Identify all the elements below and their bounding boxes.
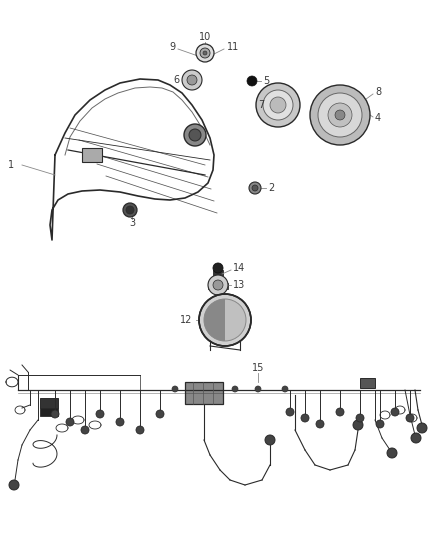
Circle shape [123, 203, 137, 217]
Circle shape [51, 410, 59, 418]
Text: 10: 10 [199, 32, 211, 42]
Wedge shape [204, 299, 225, 341]
Circle shape [353, 420, 363, 430]
Text: 11: 11 [227, 42, 239, 52]
Circle shape [187, 75, 197, 85]
Bar [213, 270, 223, 277]
Circle shape [286, 408, 294, 416]
Circle shape [184, 124, 206, 146]
Text: 5: 5 [263, 76, 269, 86]
Circle shape [270, 97, 286, 113]
Circle shape [310, 85, 370, 145]
Circle shape [247, 76, 257, 86]
Circle shape [182, 70, 202, 90]
Circle shape [232, 386, 238, 392]
Circle shape [255, 386, 261, 392]
Circle shape [213, 263, 223, 273]
Text: 8: 8 [375, 87, 381, 97]
Circle shape [318, 93, 362, 137]
Circle shape [376, 420, 384, 428]
Circle shape [282, 386, 288, 392]
Circle shape [356, 414, 364, 422]
Text: 7: 7 [258, 100, 264, 110]
Circle shape [204, 299, 246, 341]
Circle shape [208, 275, 228, 295]
Text: 12: 12 [180, 315, 192, 325]
Circle shape [200, 48, 210, 58]
Text: 9: 9 [169, 42, 175, 52]
Bar [185, 382, 223, 404]
Circle shape [9, 480, 19, 490]
Text: 3: 3 [129, 218, 135, 228]
Circle shape [189, 129, 201, 141]
Text: 13: 13 [233, 280, 245, 290]
Text: 14: 14 [233, 263, 245, 273]
Circle shape [196, 44, 214, 62]
Bar [360, 378, 375, 388]
Circle shape [336, 408, 344, 416]
Bar [82, 148, 102, 162]
Circle shape [263, 90, 293, 120]
Circle shape [387, 448, 397, 458]
Circle shape [116, 418, 124, 426]
Circle shape [316, 420, 324, 428]
Circle shape [249, 182, 261, 194]
Circle shape [203, 51, 207, 55]
Circle shape [335, 110, 345, 120]
Circle shape [172, 386, 178, 392]
Circle shape [328, 103, 352, 127]
Circle shape [199, 294, 251, 346]
Circle shape [96, 410, 104, 418]
Text: 1: 1 [8, 160, 14, 170]
Circle shape [126, 206, 134, 214]
Text: 2: 2 [268, 183, 274, 193]
Circle shape [391, 408, 399, 416]
Circle shape [156, 410, 164, 418]
Bar [208, 283, 228, 289]
Circle shape [301, 414, 309, 422]
Circle shape [256, 83, 300, 127]
Circle shape [136, 426, 144, 434]
Circle shape [213, 280, 223, 290]
Circle shape [252, 185, 258, 191]
Text: 4: 4 [375, 113, 381, 123]
Circle shape [265, 435, 275, 445]
Circle shape [81, 426, 89, 434]
Circle shape [411, 433, 421, 443]
Bar [40, 398, 58, 408]
Bar [40, 408, 58, 416]
Circle shape [406, 414, 414, 422]
Text: 6: 6 [174, 75, 180, 85]
Text: 15: 15 [252, 363, 264, 373]
Circle shape [66, 418, 74, 426]
Circle shape [417, 423, 427, 433]
